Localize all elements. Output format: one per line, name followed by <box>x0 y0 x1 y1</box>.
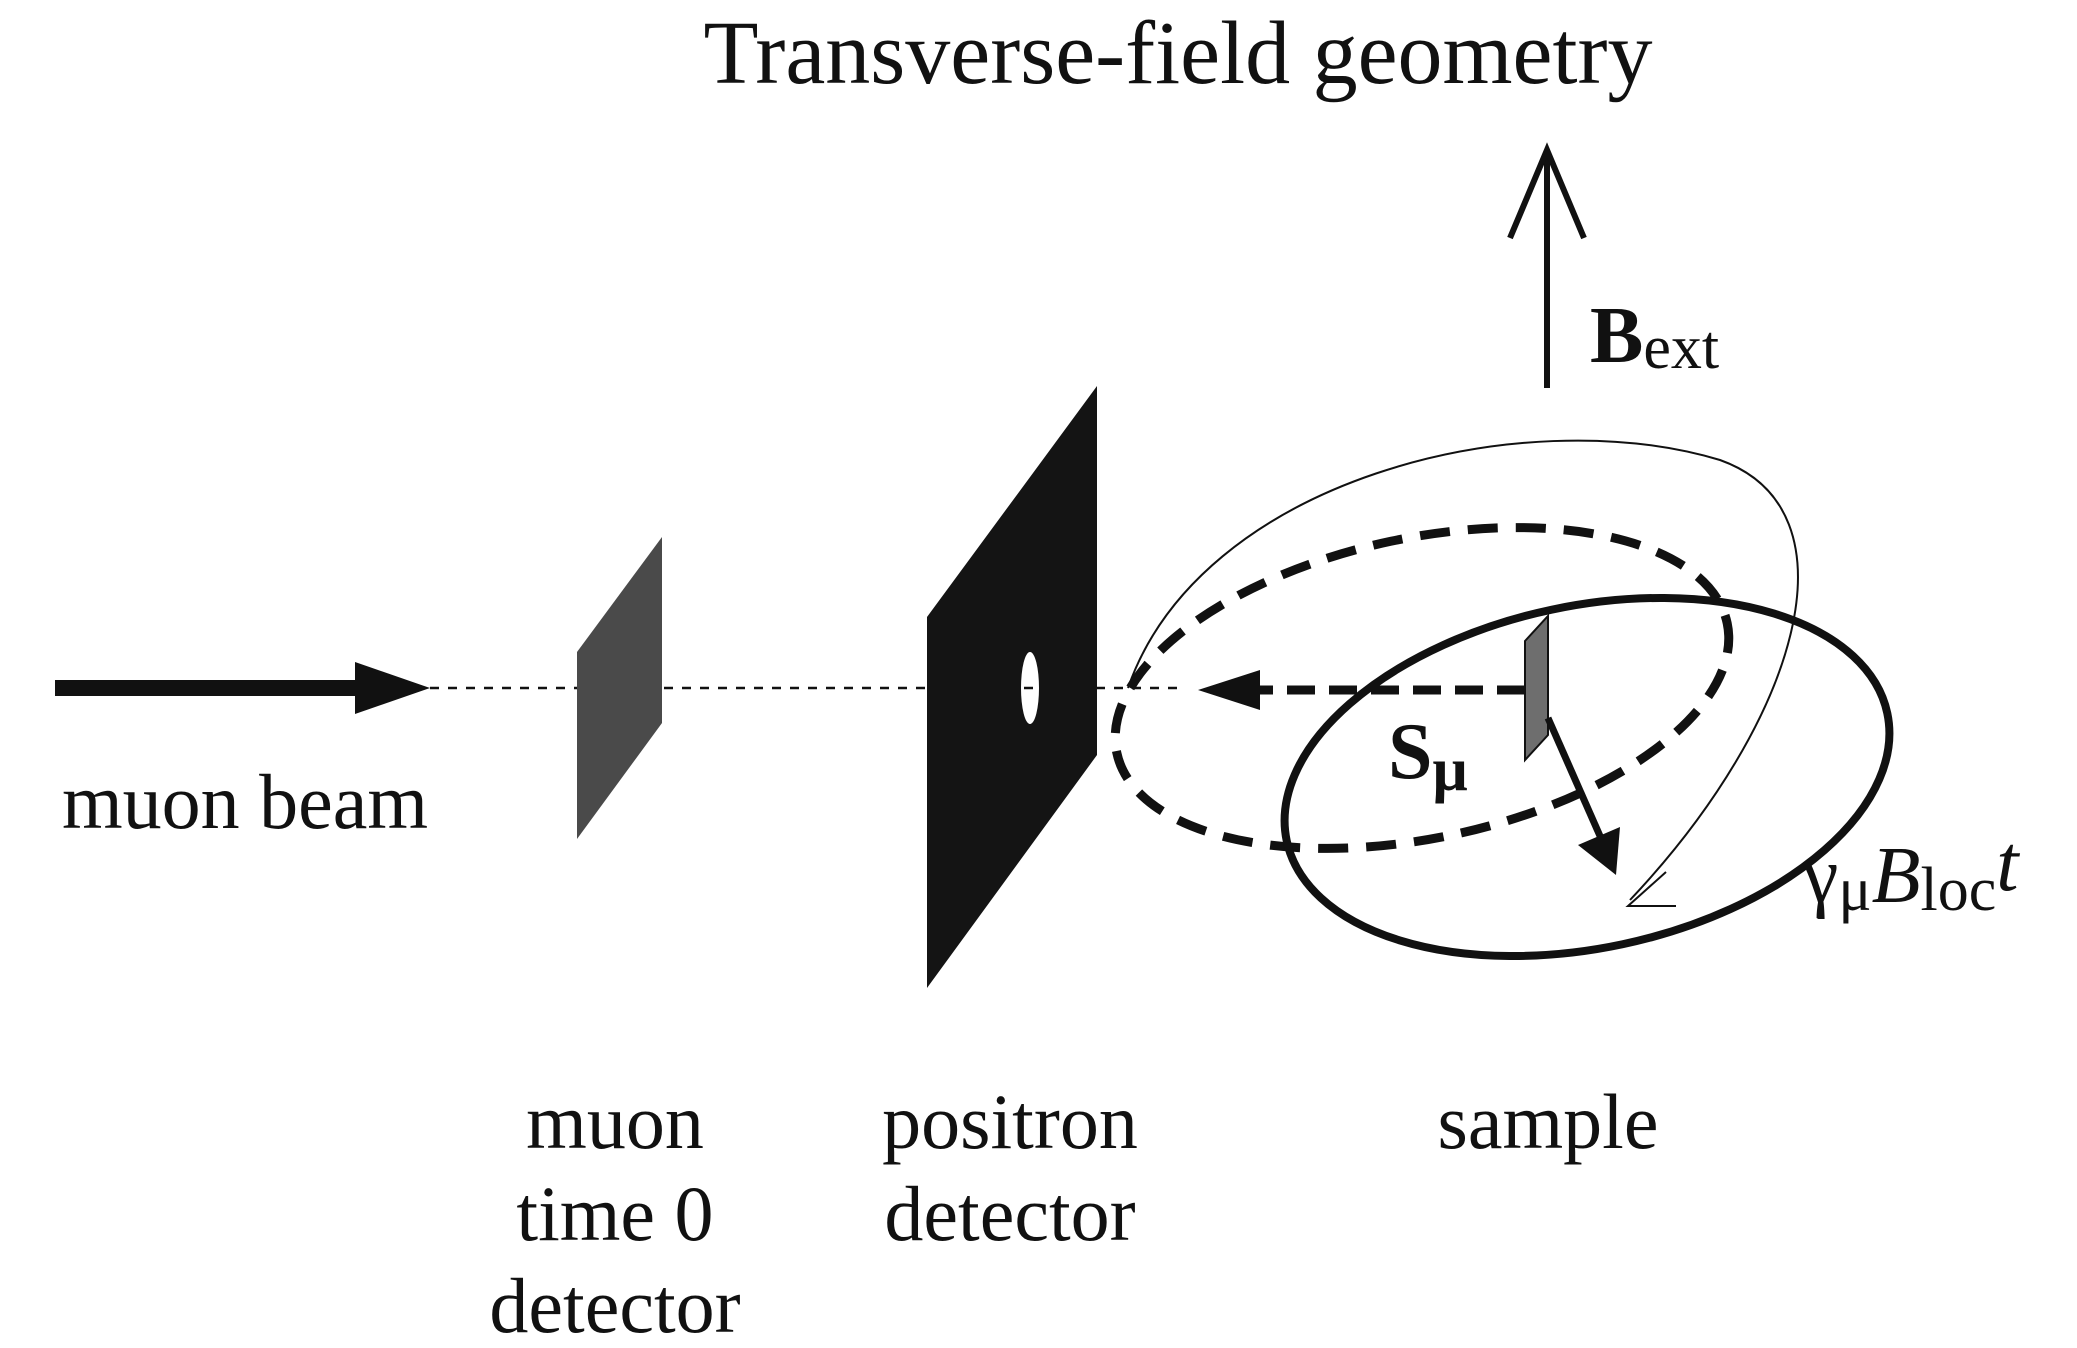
positron-detector-label: positron detector <box>882 1078 1138 1257</box>
sample-label: sample <box>1438 1078 1659 1165</box>
spin-label: Sμ <box>1388 708 1468 804</box>
bext-label: Bext <box>1590 292 1719 382</box>
muon-beam-arrow <box>55 662 430 714</box>
svg-text:detector: detector <box>884 1170 1135 1257</box>
external-field-arrow <box>1510 150 1584 388</box>
positron-detector <box>927 386 1097 988</box>
svg-text:muon: muon <box>526 1078 704 1165</box>
muon-beam-label: muon beam <box>62 758 428 845</box>
rotated-spin-vector <box>1548 718 1620 875</box>
rotated-spin-orbit <box>1251 546 1923 1008</box>
muon-time0-detector <box>577 537 662 839</box>
svg-text:positron: positron <box>882 1078 1138 1165</box>
diagram-title: Transverse-field geometry <box>704 4 1653 103</box>
svg-text:detector: detector <box>489 1262 740 1348</box>
time0-detector-label: muon time 0 detector <box>489 1078 740 1348</box>
sample <box>1525 616 1548 760</box>
precession-angle-label: γμBloct <box>1802 820 2020 924</box>
svg-text:time 0: time 0 <box>516 1170 713 1257</box>
